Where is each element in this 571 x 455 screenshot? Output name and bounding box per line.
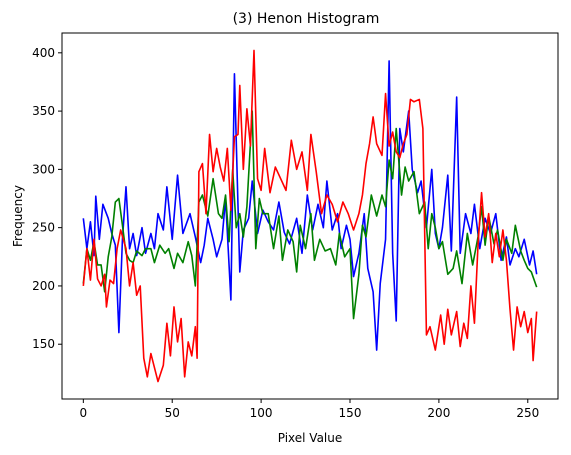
plot-series-group bbox=[82, 49, 538, 383]
y-tick-label: 200 bbox=[32, 279, 55, 293]
y-axis-ticks: 150 200 250 300 350 400 bbox=[32, 46, 62, 351]
y-axis-label: Frequency bbox=[11, 185, 25, 247]
y-tick-label: 400 bbox=[32, 46, 55, 60]
y-tick-label: 350 bbox=[32, 104, 55, 118]
series-line-1 bbox=[82, 60, 538, 351]
x-tick-label: 250 bbox=[516, 406, 539, 420]
x-tick-label: 0 bbox=[80, 406, 88, 420]
series-line-2 bbox=[82, 110, 538, 320]
x-tick-label: 200 bbox=[427, 406, 450, 420]
series-line-3 bbox=[82, 49, 538, 383]
chart-title: (3) Henon Histogram bbox=[233, 11, 380, 27]
x-tick-label: 100 bbox=[250, 406, 273, 420]
x-axis-ticks: 0 50 100 150 200 250 bbox=[80, 399, 539, 420]
y-tick-label: 300 bbox=[32, 162, 55, 176]
y-tick-label: 150 bbox=[32, 337, 55, 351]
x-tick-label: 150 bbox=[339, 406, 362, 420]
y-tick-label: 250 bbox=[32, 221, 55, 235]
plot-frame bbox=[61, 32, 559, 400]
x-tick-label: 50 bbox=[165, 406, 180, 420]
x-axis-label: Pixel Value bbox=[278, 431, 343, 445]
